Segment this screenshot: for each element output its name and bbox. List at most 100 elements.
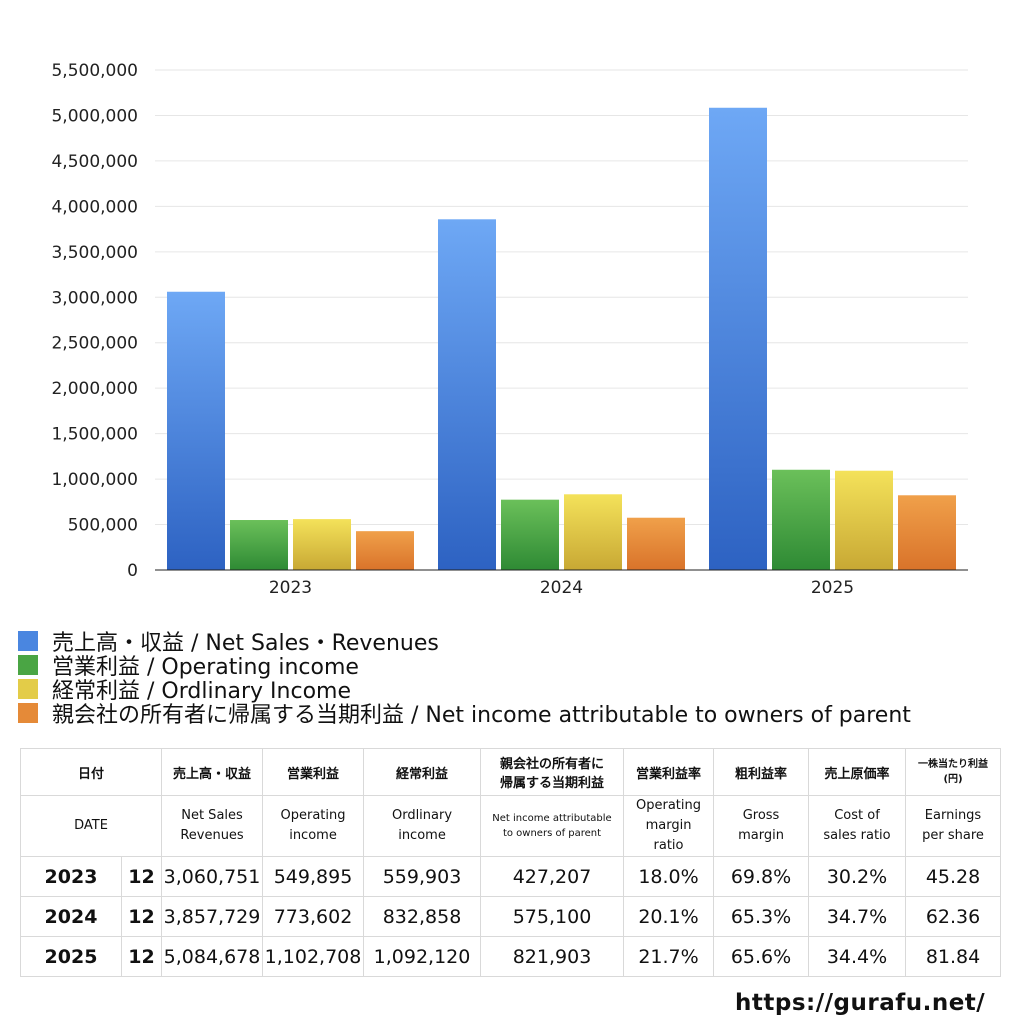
cell-net: 575,100 [480,896,625,937]
y-tick-label: 1,500,000 [51,425,138,445]
x-tick-label: 2025 [811,578,854,598]
x-axis-ticks: 2023 2024 2025 [269,578,854,598]
header-eps-en: Earnings per share [905,795,1002,857]
cell-opm: 20.1% [623,896,715,937]
bar-2024-series-2 [564,494,622,570]
cell-opm: 18.0% [623,856,715,897]
y-tick-label: 5,500,000 [51,61,138,81]
header-cost-en: Cost of sales ratio [808,795,907,857]
cell-month: 12 [120,896,163,937]
cell-net: 821,903 [480,936,625,977]
financial-data-table: 日付 売上高・収益 営業利益 経常利益 親会社の所有者に 帰属する当期利益 営業… [19,748,1002,977]
cell-sales: 5,084,678 [161,936,264,977]
header-gm-en: Gross margin [713,795,810,857]
bar-2024-series-3 [627,517,685,570]
legend-item-net-income: 親会社の所有者に帰属する当期利益 / Net income attributab… [18,701,911,728]
y-tick-label: 2,500,000 [51,334,138,354]
y-tick-label: 5,000,000 [51,106,138,126]
cell-sales: 3,060,751 [161,856,264,897]
table-header-row-ja: 日付 売上高・収益 営業利益 経常利益 親会社の所有者に 帰属する当期利益 営業… [19,748,1002,796]
header-opm-ja: 営業利益率 [623,748,715,796]
cell-year: 2025 [20,936,122,977]
cell-year: 2024 [20,896,122,937]
bar-2025-series-2 [835,470,893,570]
bar-2025-series-1 [772,469,830,570]
y-tick-label: 0 [127,561,138,581]
cell-gm: 65.6% [713,936,810,977]
header-net-ja: 親会社の所有者に 帰属する当期利益 [480,748,625,796]
y-tick-label: 500,000 [68,516,138,536]
header-ord-ja: 経常利益 [363,748,482,796]
table-row: 2025 12 5,084,678 1,102,708 1,092,120 82… [20,936,1002,977]
bar-2024-series-0 [438,219,496,570]
y-tick-label: 4,000,000 [51,197,138,217]
header-opm-en: Operating margin ratio [623,795,715,857]
header-date-ja: 日付 [19,748,163,796]
cell-op: 549,895 [262,856,365,897]
legend-swatch-net-sales [18,631,38,651]
legend-item-operating-income: 営業利益 / Operating income [18,653,911,680]
legend-item-ordinary-income: 経常利益 / Ordlinary Income [18,677,911,704]
cell-eps: 45.28 [905,856,1002,897]
cell-gm: 69.8% [713,856,810,897]
cell-ord: 832,858 [363,896,482,937]
x-tick-label: 2023 [269,578,312,598]
cell-eps: 62.36 [905,896,1002,937]
cell-eps: 81.84 [905,936,1002,977]
cell-month: 12 [120,936,163,977]
cell-ord: 559,903 [363,856,482,897]
y-tick-label: 2,000,000 [51,379,138,399]
legend-swatch-net-income [18,703,38,723]
cell-op: 1,102,708 [262,936,365,977]
bar-2023-series-0 [167,291,225,570]
table-row: 2023 12 3,060,751 549,895 559,903 427,20… [20,856,1002,897]
y-tick-label: 3,500,000 [51,243,138,263]
table-row: 2024 12 3,857,729 773,602 832,858 575,10… [20,896,1002,937]
cell-sales: 3,857,729 [161,896,264,937]
header-date-en: DATE [19,795,163,857]
cell-opm: 21.7% [623,936,715,977]
cell-cost: 34.4% [808,936,907,977]
cell-ord: 1,092,120 [363,936,482,977]
bar-2024-series-1 [501,499,559,570]
legend-swatch-ordinary-income [18,679,38,699]
y-tick-label: 3,000,000 [51,288,138,308]
bar-2023-series-1 [230,520,288,570]
y-axis-ticks: 0 500,000 1,000,000 1,500,000 2,000,000 2,500… [51,61,138,581]
source-url: https://gurafu.net/ [735,990,986,1016]
header-op-ja: 営業利益 [262,748,365,796]
legend-swatch-operating-income [18,655,38,675]
bar-2025-series-0 [709,107,767,571]
legend-label: 売上高・収益 / Net Sales・Revenues [52,631,439,656]
legend-item-net-sales: 売上高・収益 / Net Sales・Revenues [18,629,911,656]
legend-label: 経常利益 / Ordlinary Income [52,679,351,704]
legend-label: 親会社の所有者に帰属する当期利益 / Net income attributab… [52,703,911,728]
bars [167,107,956,571]
header-eps-ja: 一株当たり利益 (円) [905,748,1002,796]
cell-gm: 65.3% [713,896,810,937]
header-cost-ja: 売上原価率 [808,748,907,796]
legend-label: 営業利益 / Operating income [52,655,359,680]
header-sales-en: Net Sales Revenues [161,795,264,857]
cell-net: 427,207 [480,856,625,897]
header-sales-ja: 売上高・収益 [161,748,264,796]
header-op-en: Operating income [262,795,365,857]
header-net-en: Net income attributable to owners of par… [480,795,625,857]
cell-year: 2023 [20,856,122,897]
y-tick-label: 1,000,000 [51,470,138,490]
bar-chart: 0 500,000 1,000,000 1,500,000 2,000,000 2,500… [51,61,968,598]
bar-2025-series-3 [898,495,956,570]
cell-cost: 30.2% [808,856,907,897]
x-tick-label: 2024 [540,578,583,598]
cell-month: 12 [120,856,163,897]
header-ord-en: Ordlinary income [363,795,482,857]
table-header-row-en: DATE Net Sales Revenues Operating income… [19,795,1002,857]
legend: 売上高・収益 / Net Sales・Revenues 営業利益 / Opera… [18,629,911,728]
cell-op: 773,602 [262,896,365,937]
gridlines [155,69,968,526]
bar-2023-series-2 [293,519,351,570]
header-gm-ja: 粗利益率 [713,748,810,796]
bar-2023-series-3 [356,531,414,570]
y-tick-label: 4,500,000 [51,152,138,172]
cell-cost: 34.7% [808,896,907,937]
